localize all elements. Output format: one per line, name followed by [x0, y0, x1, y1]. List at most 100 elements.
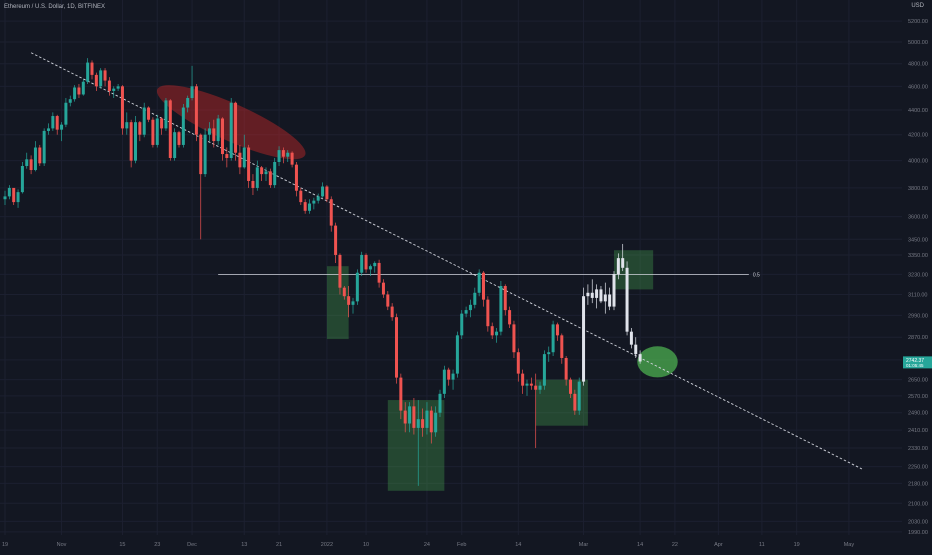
candle-body	[368, 266, 372, 270]
candle-body	[138, 122, 142, 135]
time-tick-label: Dec	[187, 542, 197, 548]
price-tick-label: 2410.00	[908, 428, 928, 434]
candle-body	[590, 292, 594, 298]
candle-body	[90, 62, 94, 75]
candle-body	[525, 383, 529, 386]
symbol-title[interactable]: Ethereum / U.S. Dollar, 1D, BITFINEX	[4, 4, 106, 10]
time-tick-label: 21	[276, 542, 282, 548]
candle-body	[129, 122, 133, 161]
candle-body	[77, 87, 81, 95]
candle-body	[264, 171, 268, 175]
candle-body	[168, 100, 172, 158]
zone-rectangle	[614, 250, 654, 290]
candle-body	[455, 335, 459, 374]
candle-body	[29, 159, 33, 171]
candle-body	[521, 373, 525, 386]
candle-body	[577, 381, 581, 411]
candle-body	[116, 86, 120, 89]
price-tick-label: 3350.00	[908, 253, 928, 259]
candle-body	[181, 107, 185, 145]
candle-body	[582, 296, 586, 382]
candle-body	[199, 134, 203, 175]
price-axis[interactable]: 5200.00 5000.00 4800.00 4600.00 4400.00 4200.…	[903, 19, 932, 536]
candle-body	[260, 167, 264, 175]
candle-body	[516, 352, 520, 374]
candle-body	[342, 287, 346, 297]
candle-body	[147, 107, 151, 120]
candle-body	[120, 86, 124, 129]
candle-body	[290, 152, 294, 165]
candle-body	[625, 267, 629, 332]
candle-body	[473, 292, 477, 305]
candle-body	[212, 128, 216, 142]
candle-body	[334, 225, 338, 255]
candle-body	[207, 128, 211, 135]
candle-body	[303, 202, 307, 211]
price-tick-label: 2570.00	[908, 394, 928, 400]
candle-body	[416, 419, 420, 428]
currency-label[interactable]: USD	[911, 3, 924, 9]
candle-body	[277, 150, 281, 162]
price-tick-label: 2490.00	[908, 411, 928, 417]
candle-body	[51, 116, 55, 129]
candle-body	[173, 132, 177, 158]
candle-body	[347, 296, 351, 305]
candle-body	[573, 393, 577, 411]
candle-body	[194, 86, 198, 135]
candle-body	[81, 81, 85, 95]
candle-body	[403, 410, 407, 424]
candle-body	[155, 118, 159, 145]
candle-body	[586, 292, 590, 297]
candle-body	[547, 352, 551, 355]
candle-body	[312, 200, 316, 204]
time-tick-label: 15	[119, 542, 125, 548]
price-tick-label: 3800.00	[908, 186, 928, 192]
candle-body	[99, 70, 103, 87]
candles-layer	[3, 58, 642, 486]
candle-body	[151, 119, 155, 145]
time-tick-label: Mar	[579, 542, 589, 548]
candle-body	[42, 130, 46, 164]
candle-body	[38, 147, 42, 164]
price-tick-label: 4400.00	[908, 108, 928, 114]
current-price-badge	[903, 356, 932, 369]
time-tick-label: Apr	[714, 542, 723, 548]
time-tick-label: 14	[515, 542, 521, 548]
time-tick-label: 19	[2, 542, 8, 548]
candle-body	[482, 272, 485, 300]
price-tick-label: 5000.00	[908, 40, 928, 46]
candle-body	[451, 373, 455, 380]
candle-body	[595, 289, 599, 298]
candle-body	[281, 150, 285, 157]
candle-body	[308, 203, 311, 211]
price-tick-label: 2250.00	[908, 465, 928, 471]
candle-body	[238, 152, 242, 168]
candle-body	[221, 118, 224, 155]
candle-body	[560, 335, 564, 358]
candle-body	[434, 412, 438, 433]
current-price-countdown: 01:05:45	[906, 363, 924, 368]
candle-body	[438, 393, 442, 413]
candle-body	[381, 282, 385, 295]
candle-body	[160, 118, 164, 129]
time-axis[interactable]: 19 Nov 15 23 Dec 13 21 2022 10 24 Feb 14 Mar 14 22 Apr 1…	[2, 542, 854, 548]
candle-body	[599, 289, 603, 302]
price-tick-label: 2650.00	[908, 378, 928, 384]
candle-body	[629, 331, 633, 345]
candle-body	[55, 116, 59, 130]
price-tick-label: 2030.00	[908, 519, 928, 525]
zone-ellipse	[637, 346, 678, 378]
candle-body	[325, 186, 329, 200]
price-tick-label: 2100.00	[908, 501, 928, 507]
price-tick-label: 4800.00	[908, 62, 928, 68]
candle-body	[612, 274, 616, 307]
level-line-label: 0.5	[753, 272, 760, 278]
candle-body	[512, 324, 516, 353]
candle-body	[634, 344, 638, 355]
candle-body	[412, 406, 416, 428]
candle-body	[203, 134, 207, 175]
candle-body	[603, 294, 607, 302]
candle-body	[268, 171, 272, 186]
